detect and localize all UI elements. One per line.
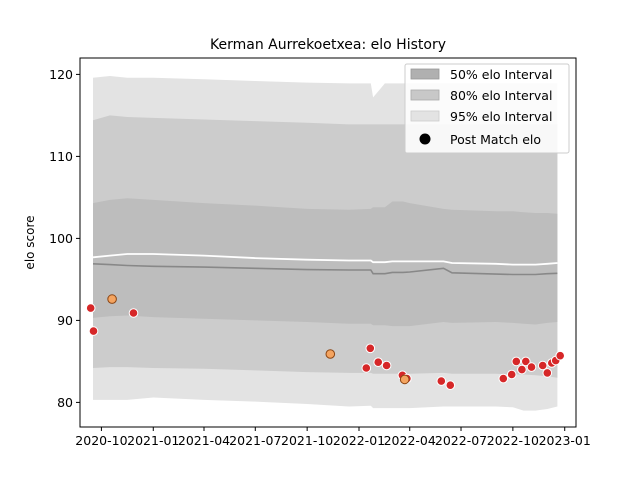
legend-label-95: 95% elo Interval	[450, 109, 552, 124]
x-tick-label: 2020-10	[75, 433, 127, 448]
post-match-point	[555, 350, 566, 361]
mean-line	[92, 253, 558, 266]
post-match-point	[498, 373, 509, 384]
y-tick-label: 90	[57, 313, 73, 328]
post-match-point-highlight	[325, 349, 336, 359]
x-tick-label: 2021-04	[178, 433, 230, 448]
plot-frame	[79, 57, 577, 428]
band-50	[93, 198, 558, 327]
legend-label-80: 80% elo Interval	[450, 88, 552, 103]
y-tick-label: 110	[49, 149, 73, 164]
post-match-point	[506, 369, 517, 380]
plot-area	[85, 76, 566, 411]
x-tick-label: 2022-01	[333, 433, 385, 448]
y-tick-label: 80	[57, 395, 73, 410]
legend-frame	[404, 63, 570, 154]
post-match-point	[436, 376, 447, 386]
x-tick-label: 2022-04	[384, 433, 436, 448]
post-match-point-highlight	[399, 374, 410, 385]
x-tick-label: 2023-01	[539, 433, 591, 448]
y-tick-label: 100	[49, 231, 73, 246]
legend-label-post-match: Post Match elo	[450, 132, 541, 147]
legend-swatch-80	[410, 89, 440, 101]
post-match-point	[521, 356, 531, 367]
legend-swatch-50	[410, 68, 440, 80]
x-tick-label: 2021-07	[229, 433, 281, 448]
post-match-point	[381, 360, 392, 371]
post-match-point	[537, 360, 548, 371]
legend: 50% elo Interval 80% elo Interval 95% el…	[404, 63, 570, 154]
legend-label-50: 50% elo Interval	[450, 67, 552, 82]
y-axis-label: elo score	[23, 215, 37, 269]
post-match-point	[88, 326, 99, 336]
legend-marker-post-match	[419, 133, 431, 145]
post-match-point-highlight	[107, 294, 117, 304]
legend-swatch-95	[410, 110, 440, 122]
chart-title: Kerman Aurrekoetxea: elo History	[210, 37, 446, 53]
y-tick-label: 120	[49, 67, 73, 82]
median-line	[92, 263, 558, 276]
post-match-point	[542, 368, 553, 378]
x-tick-label: 2021-10	[281, 433, 333, 448]
post-match-point	[517, 364, 527, 375]
x-tick-label: 2021-01	[127, 433, 179, 448]
x-tick-label: 2022-07	[435, 433, 487, 448]
post-match-point	[373, 357, 384, 368]
post-match-point	[511, 356, 522, 367]
post-match-point	[445, 380, 456, 391]
y-axis: 80 90 100 110 120	[49, 67, 80, 410]
post-match-point	[365, 343, 376, 354]
post-match-point	[526, 362, 537, 372]
x-tick-label: 2022-10	[487, 433, 539, 448]
post-match-point	[361, 363, 372, 373]
post-match-point	[128, 308, 139, 318]
post-match-point	[85, 303, 96, 313]
